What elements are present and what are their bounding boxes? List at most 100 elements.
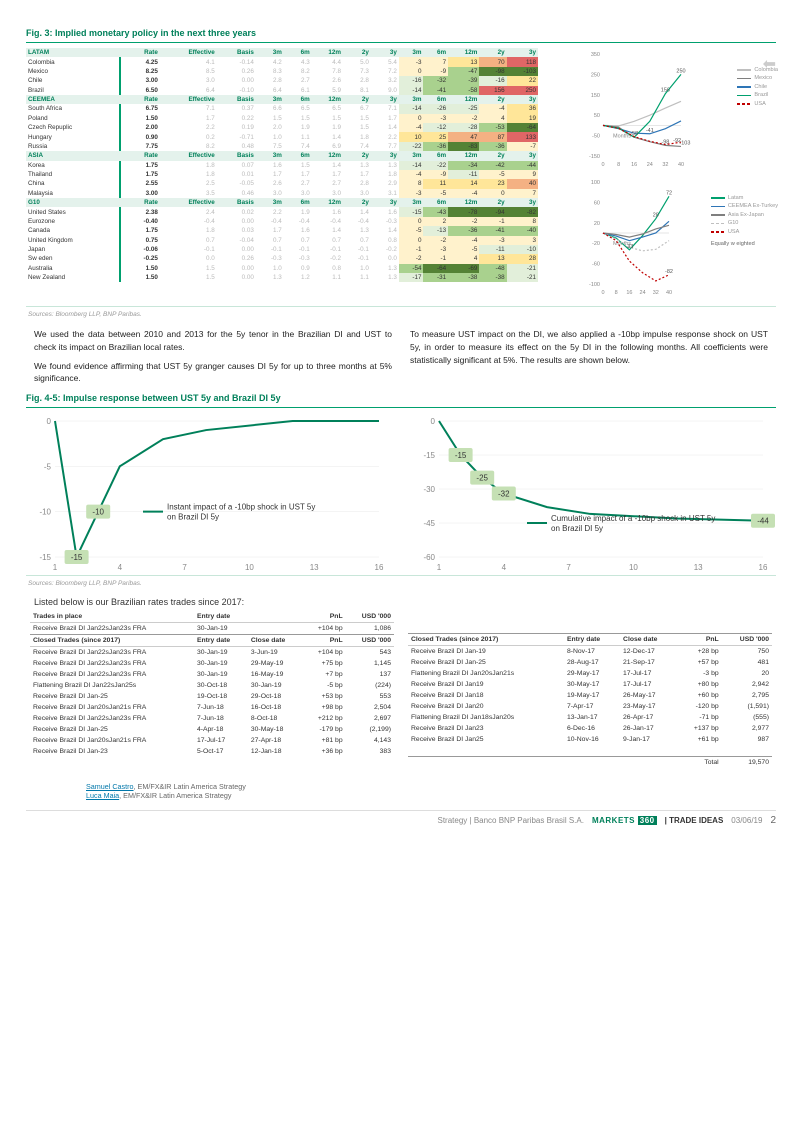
svg-text:24: 24 [647,162,653,168]
svg-text:-60: -60 [423,553,435,562]
svg-text:-5: -5 [44,462,52,471]
svg-text:-50: -50 [592,134,600,140]
impulse-right: 0-15-30-45-60147101316-15-25-32-44Cumula… [410,413,776,573]
authors: Samuel Castro, EM/FX&IR Latin America St… [86,782,776,800]
svg-text:250: 250 [676,68,685,74]
svg-text:350: 350 [591,52,600,58]
svg-text:16: 16 [375,563,384,572]
svg-text:0: 0 [601,290,604,296]
svg-text:1: 1 [437,563,442,572]
svg-text:60: 60 [594,200,600,206]
page-number: 2 [770,815,776,826]
svg-text:16: 16 [626,290,632,296]
svg-text:Instant impact of a -10bp shoc: Instant impact of a -10bp shock in UST 5… [167,503,315,512]
svg-text:-15: -15 [423,451,435,460]
divider [26,306,776,307]
svg-text:20: 20 [594,221,600,227]
svg-text:4: 4 [118,563,123,572]
impulse-left: 0-5-10-15147101316-15-10Instant impact o… [26,413,392,573]
footer-section: | TRADE IDEAS [665,816,724,825]
trades-table-right: Closed Trades (since 2017)Entry dateClos… [408,611,772,768]
footer-left: Strategy | Banco BNP Paribas Brasil S.A. [438,816,584,825]
svg-text:-10: -10 [92,508,104,517]
fig3-title: Fig. 3: Implied monetary policy in the n… [26,28,776,38]
body-p: We found evidence affirming that UST 5y … [34,360,392,386]
chart-bottom: 1006020-20-60-1000816243240Months-332872… [546,176,776,296]
svg-text:7: 7 [182,563,187,572]
divider [26,575,776,576]
svg-text:28: 28 [653,213,659,219]
svg-text:40: 40 [678,162,684,168]
author-row: Luca Maia, EM/FX&IR Latin America Strate… [86,791,776,800]
svg-text:10: 10 [629,563,638,572]
author-link[interactable]: Samuel Castro [86,782,134,791]
svg-text:-41: -41 [646,128,654,134]
divider [26,42,776,43]
svg-text:-98: -98 [661,139,669,145]
svg-text:7: 7 [566,563,571,572]
svg-text:32: 32 [662,162,668,168]
svg-text:-60: -60 [592,262,600,268]
svg-text:Cumulative impact of a -10bp s: Cumulative impact of a -10bp shock in US… [551,514,715,523]
trades-table-left: Trades in placeEntry datePnLUSD '000Rece… [30,611,394,757]
svg-text:-32: -32 [498,490,510,499]
svg-text:-58: -58 [630,131,638,137]
svg-text:-15: -15 [71,553,83,562]
rates-table-wrap: LATAMRateEffectiveBasis3m6m12m2y3y3m6m12… [26,48,538,304]
fig3-content: LATAMRateEffectiveBasis3m6m12m2y3y3m6m12… [26,48,776,304]
trades-title: Listed below is our Brazilian rates trad… [34,597,776,607]
fig3-charts: ⬅ 35025015050-50-1500816243240Months1562… [546,48,776,304]
author-row: Samuel Castro, EM/FX&IR Latin America St… [86,782,776,791]
body-text: We used the data between 2010 and 2013 f… [34,328,768,385]
svg-text:50: 50 [594,113,600,119]
svg-text:on Brazil DI 5y: on Brazil DI 5y [167,513,219,522]
svg-text:-150: -150 [589,154,600,160]
svg-text:-25: -25 [476,474,488,483]
body-right: To measure UST impact on the DI, we also… [410,328,768,385]
svg-text:0: 0 [47,417,52,426]
svg-text:13: 13 [310,563,319,572]
svg-text:-44: -44 [757,517,769,526]
svg-text:250: 250 [591,72,600,78]
body-left: We used the data between 2010 and 2013 f… [34,328,392,385]
page-footer: Strategy | Banco BNP Paribas Brasil S.A.… [26,810,776,826]
divider [26,407,776,408]
svg-text:72: 72 [666,190,672,196]
impulse-charts: 0-5-10-15147101316-15-10Instant impact o… [26,413,776,573]
trades-left: Trades in placeEntry datePnLUSD '000Rece… [30,611,394,768]
body-p: To measure UST impact on the DI, we also… [410,328,768,366]
svg-text:1: 1 [53,563,58,572]
author-role: , EM/FX&IR Latin America Strategy [134,782,246,791]
fig45-title: Fig. 4-5: Impulse response between UST 5… [26,393,776,403]
svg-text:16: 16 [631,162,637,168]
fig45-sources: Sources: Bloomberg LLP, BNP Paribas. [28,580,776,587]
svg-text:-100: -100 [589,282,600,288]
fig3-sources: Sources: Bloomberg LLP, BNP Paribas. [28,311,776,318]
svg-text:on Brazil DI 5y: on Brazil DI 5y [551,524,603,533]
svg-text:-33: -33 [625,244,633,250]
svg-text:-30: -30 [423,485,435,494]
svg-text:32: 32 [653,290,659,296]
svg-text:13: 13 [694,563,703,572]
svg-text:24: 24 [640,290,646,296]
author-link[interactable]: Luca Maia [86,791,119,800]
svg-text:-103: -103 [679,140,690,146]
svg-text:40: 40 [666,290,672,296]
svg-text:-10: -10 [39,508,51,517]
rates-table: LATAMRateEffectiveBasis3m6m12m2y3y3m6m12… [26,48,538,282]
svg-text:0: 0 [431,417,436,426]
svg-text:-15: -15 [455,451,467,460]
svg-text:-15: -15 [39,553,51,562]
svg-text:156: 156 [661,88,670,94]
svg-text:8: 8 [617,162,620,168]
svg-text:4: 4 [502,563,507,572]
svg-text:10: 10 [245,563,254,572]
brand-logo: MARKETS 360 [592,816,657,825]
svg-text:-45: -45 [423,519,435,528]
svg-text:100: 100 [591,180,600,186]
svg-text:150: 150 [591,93,600,99]
footer-date: 03/06/19 [731,816,762,825]
svg-text:8: 8 [615,290,618,296]
svg-text:-82: -82 [665,269,673,275]
svg-text:0: 0 [601,162,604,168]
